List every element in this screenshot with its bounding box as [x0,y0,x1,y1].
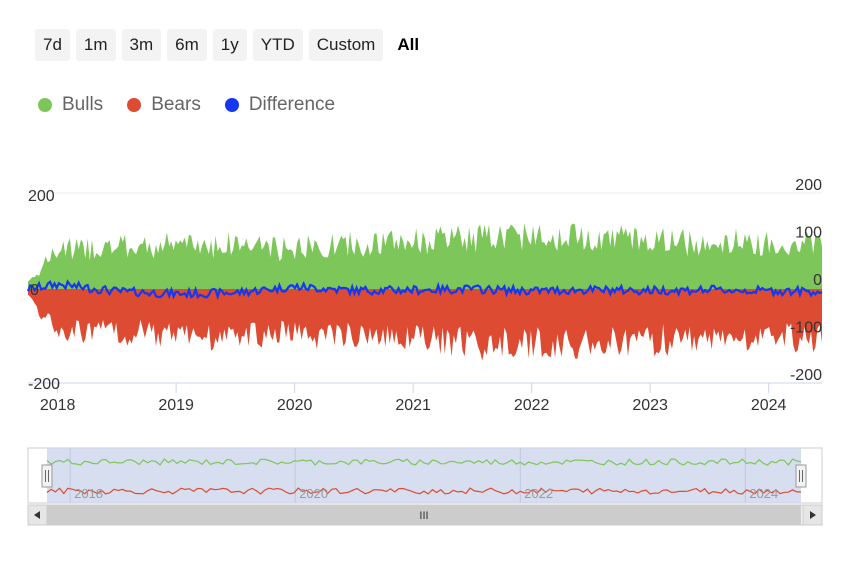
x-tick-label: 2019 [158,397,194,414]
x-tick-label: 2023 [632,397,668,414]
scroll-left-arrow-icon [34,511,40,519]
left-handle-box[interactable] [41,464,53,488]
navigator-x-tick-label: 2020 [299,486,328,501]
navigator-x-tick-label: 2024 [749,486,778,501]
bears-area-series [28,289,822,361]
main-plot [26,223,823,361]
range-button-1m[interactable]: 1m [75,29,116,61]
navigator-x-axis: 2018 2020 2022 2024 [74,486,778,501]
navigator-bulls-line [46,458,802,466]
navigator: 2018 2020 2022 2024 [27,447,823,504]
legend-item-difference[interactable]: Difference [224,94,336,116]
range-button-1y[interactable]: 1y [212,29,247,61]
navigator-left-handle[interactable] [41,464,53,488]
legend-item-bulls[interactable]: Bulls [38,94,103,116]
range-selector: 7d 1m 3m 6m 1y YTD Custom All [35,29,427,61]
bears-legend-dot-icon [127,98,142,112]
x-tick-label: 2021 [395,397,431,414]
range-button-ytd[interactable]: YTD [252,29,303,61]
legend-item-bears[interactable]: Bears [127,94,201,116]
range-button-custom[interactable]: Custom [308,29,384,61]
left-y-tick-label: 200 [28,188,55,205]
chart-legend: Bulls Bears Difference [38,94,335,116]
left-y-axis: 200 0 -200 [28,188,60,393]
range-button-7d[interactable]: 7d [35,29,70,61]
range-button-6m[interactable]: 6m [167,29,207,61]
x-tick-label: 2022 [514,397,550,414]
navigator-selected-range[interactable] [47,448,801,503]
navigator-x-tick-label: 2022 [524,486,553,501]
x-tick-label: 2024 [751,397,787,414]
legend-label-difference: Difference [248,94,336,115]
range-button-all[interactable]: All [397,35,420,54]
right-y-tick-label: 200 [795,177,822,194]
bulls-area-series [28,223,822,289]
navigator-scrollbar[interactable]: III [27,504,823,526]
right-y-tick-label: 100 [795,225,822,242]
scroll-right-arrow-icon [810,511,816,519]
legend-label-bulls: Bulls [62,94,104,115]
scrollbar-grip-icon: III [419,510,428,522]
navigator-gridlines [69,448,746,503]
x-axis: 2018 2019 2020 2021 2022 2023 2024 [40,383,787,414]
right-y-tick-label: 0 [813,272,822,289]
bulls-legend-dot-icon [38,98,52,112]
right-y-axis: 200 100 0 -100 -200 [790,177,822,384]
difference-line-series [26,279,823,301]
difference-legend-dot-icon [224,98,239,112]
right-handle-box[interactable] [795,464,807,488]
range-button-3m[interactable]: 3m [121,29,162,61]
x-tick-label: 2020 [277,397,313,414]
right-y-tick-label: -200 [790,367,822,384]
navigator-right-handle[interactable] [795,464,807,488]
right-y-tick-label: -100 [790,320,822,337]
left-y-tick-label: -200 [28,376,60,393]
navigator-bears-line [46,487,801,495]
legend-label-bears: Bears [151,94,201,115]
left-y-tick-label: 0 [30,282,39,299]
navigator-x-tick-label: 2018 [74,486,103,501]
x-tick-label: 2018 [40,397,76,414]
scrollbar-thumb[interactable] [47,505,801,525]
